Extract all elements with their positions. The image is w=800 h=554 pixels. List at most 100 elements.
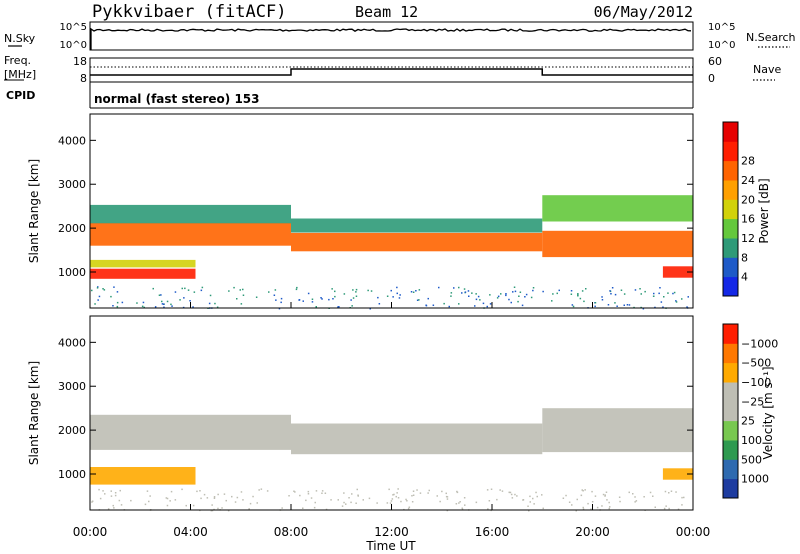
speckle [411,501,414,503]
speckle [607,304,610,306]
colorbar-tick-label: 100 [741,434,762,447]
speckle [236,298,238,300]
cpid-mode: normal (fast stereo) 153 [94,92,260,106]
speckle [583,300,585,303]
speckle [392,296,394,298]
speckle [562,497,565,499]
speckle [628,304,631,306]
speckle [288,495,290,497]
nsky-label: N.Sky [4,32,36,45]
speckle [142,301,145,304]
speckle [581,290,584,292]
speckle [591,501,594,503]
speckle [355,295,358,297]
speckle [619,500,621,503]
speckle [398,297,401,299]
speckle [601,299,604,301]
speckle [208,302,211,305]
speckle [256,502,258,504]
speckle [474,305,476,307]
speckle [337,306,339,308]
speckle [445,495,448,498]
speckle [223,493,226,495]
colorbar-tick-label: 28 [741,155,755,168]
speckle [110,490,112,492]
speckle [171,305,173,307]
speckle [464,504,466,506]
power-band-5 [291,218,543,233]
speckle [668,507,670,510]
speckle [252,495,254,498]
y-tick-label: 3000 [58,178,86,191]
speckle [672,292,674,295]
speckle [533,503,535,505]
speckle [499,489,501,491]
speckle [370,290,373,292]
colorbar-segment [723,257,738,278]
nsky-tick-bottom: 10^0 [60,40,87,51]
speckle [136,302,138,304]
x-tick-label: 12:00 [374,525,409,539]
speckle [228,290,230,292]
speckle [311,301,314,303]
speckle [396,286,398,289]
speckle [240,491,243,493]
speckle [200,289,203,292]
speckle [338,306,340,308]
speckle [577,295,579,297]
speckle [458,303,460,305]
speckle [148,500,150,503]
colorbar-tick-label: 20 [741,193,755,206]
speckle [119,489,121,492]
date-title: 06/May/2012 [594,3,693,21]
speckle [110,495,113,497]
y-tick-label: 2000 [58,424,86,437]
speckle [386,502,389,504]
speckle [614,293,617,296]
speckle [98,295,101,298]
x-tick-label: 00:00 [73,525,108,539]
beam-title: Beam 12 [355,3,418,21]
colorbar-segment [723,199,738,220]
speckle [278,307,281,310]
speckle [310,497,313,499]
speckle [427,492,429,494]
speckle [242,499,244,501]
speckle [273,294,276,296]
speckle [587,502,589,505]
speckle [299,494,301,497]
speckle [517,300,519,303]
speckle [146,490,149,492]
speckle [471,292,473,294]
speckle [104,493,106,495]
speckle [313,506,316,509]
speckle [461,292,463,294]
speckle [635,500,638,502]
speckle [528,510,530,512]
speckle [113,286,115,288]
speckle [509,491,512,494]
speckle [512,291,514,293]
speckle [618,496,621,498]
speckle [114,492,117,494]
speckle [298,299,300,301]
speckle [659,287,661,289]
colorbar-segment [723,276,738,297]
speckle [214,302,216,305]
speckle [116,291,119,293]
speckle [606,499,608,501]
speckle [508,491,510,494]
speckle [441,490,443,493]
speckle [568,501,571,503]
nave-tick-bottom: 0 [708,72,715,85]
speckle [639,288,641,290]
speckle [110,295,112,298]
y-tick-label: 3000 [58,380,86,393]
speckle [663,296,665,298]
speckle [501,490,504,492]
speckle [418,289,421,291]
velocity-band-2 [291,423,543,455]
speckle [315,306,317,308]
speckle [508,298,510,301]
colorbar-segment [723,218,738,239]
